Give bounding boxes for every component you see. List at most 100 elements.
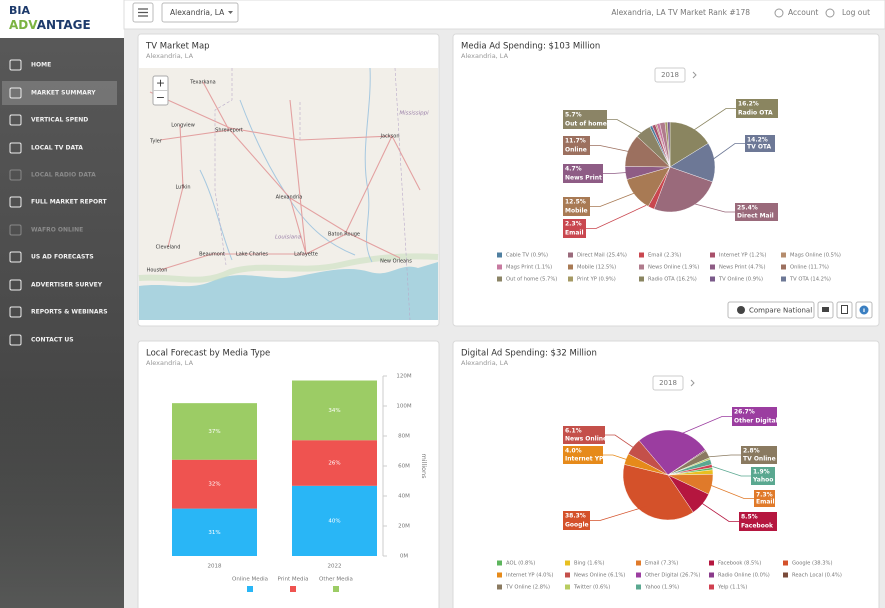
print-button[interactable] xyxy=(817,301,834,319)
nav-item[interactable]: HOME xyxy=(9,59,51,71)
callout-name: Radio OTA xyxy=(738,110,773,117)
panel-subtitle: Alexandria, LA xyxy=(146,359,194,367)
callout-name: Out of home xyxy=(565,121,607,128)
callout-name: News Online xyxy=(565,436,607,443)
callout-value: 25.4% xyxy=(737,205,758,212)
nav-item[interactable]: FULL MARKET REPORT xyxy=(9,196,107,208)
nav-icon xyxy=(9,142,22,154)
sidebar-fog xyxy=(0,380,124,608)
market-rank: Alexandria, LA TV Market Rank #178 xyxy=(611,8,750,17)
nav-icon xyxy=(9,114,22,126)
market-dropdown[interactable]: Alexandria, LA xyxy=(161,2,239,23)
account[interactable]: Account xyxy=(774,8,818,18)
legend-label: Bing (1.6%) xyxy=(574,561,604,567)
y-tick-label: 0M xyxy=(400,554,408,560)
zoom-in[interactable]: + xyxy=(156,77,165,90)
nav-item[interactable]: VERTICAL SPEND xyxy=(9,114,88,126)
legend-swatch xyxy=(333,586,339,592)
topbar xyxy=(123,0,885,30)
nav-label: WAFRO ONLINE xyxy=(31,227,83,234)
nav-icon xyxy=(9,196,22,208)
callout-leader xyxy=(701,454,741,458)
logout-label: Log out xyxy=(842,8,870,17)
pie-slice xyxy=(667,121,671,168)
zoom-out[interactable]: − xyxy=(156,91,165,104)
nav-item[interactable]: ADVERTISER SURVEY xyxy=(9,279,103,291)
legend-swatch xyxy=(565,560,570,566)
map-place: Baton Rouge xyxy=(328,232,360,238)
callout-value: 2.8% xyxy=(743,448,760,455)
pie-slice xyxy=(638,429,706,476)
callout-box xyxy=(563,136,590,155)
nav-item[interactable]: REPORTS & WEBINARS xyxy=(9,306,108,318)
map-place: Mississippi xyxy=(399,111,429,117)
map-place: Texarkana xyxy=(189,80,215,86)
callout-value: 14.2% xyxy=(747,137,768,144)
legend-swatch xyxy=(247,586,253,592)
legend-swatch xyxy=(781,252,786,258)
legend-swatch xyxy=(709,572,714,578)
callout-name: Mobile xyxy=(565,208,588,215)
legend-label: Mags Online (0.5%) xyxy=(790,253,841,259)
callout-value: 16.2% xyxy=(738,101,759,108)
nav-label: VERTICAL SPEND xyxy=(31,117,88,124)
map-place: Alexandria xyxy=(276,195,303,201)
map[interactable] xyxy=(138,67,439,321)
logout[interactable]: Log out xyxy=(825,8,870,18)
y-tick-label: 120M xyxy=(396,374,411,380)
year-next[interactable] xyxy=(692,71,697,79)
legend-swatch xyxy=(497,572,502,578)
callout-value: 8.5% xyxy=(741,514,758,521)
map-place: Lufkin xyxy=(175,185,190,191)
info-button[interactable] xyxy=(855,301,873,319)
logo-area xyxy=(0,0,124,38)
legend-swatch xyxy=(568,252,573,258)
legend-label: Reach Local (0.4%) xyxy=(792,573,842,579)
nav-item[interactable]: US AD FORECASTS xyxy=(9,251,94,263)
legend-swatch xyxy=(497,276,502,282)
nav-icon xyxy=(9,251,22,263)
nav-label: ADVERTISER SURVEY xyxy=(31,282,103,289)
callout-name: News Print xyxy=(565,175,602,182)
legend-swatch xyxy=(497,264,502,270)
panel-title: Media Ad Spending: $103 Million xyxy=(461,42,600,52)
compare-button[interactable]: Compare National xyxy=(727,301,815,319)
export-button[interactable] xyxy=(836,301,853,319)
callout-box xyxy=(563,511,590,530)
hamburger[interactable] xyxy=(132,2,154,23)
nav-icon xyxy=(9,169,22,181)
legend-label: Internet YP (4.0%) xyxy=(506,573,553,579)
map-place: Louisiana xyxy=(275,235,302,241)
legend-label: TV OTA (14.2%) xyxy=(789,277,831,283)
nav-label: CONTACT US xyxy=(31,337,74,344)
year-select[interactable] xyxy=(654,67,686,83)
account-label: Account xyxy=(788,8,818,17)
callout-value: 4.0% xyxy=(565,448,582,455)
callout-name: Internet YP xyxy=(565,456,604,463)
callout-leader xyxy=(688,108,736,134)
nav-item[interactable]: CONTACT US xyxy=(9,334,74,346)
callout-box xyxy=(732,407,777,426)
market-select: Alexandria, LA xyxy=(170,8,225,17)
map-place: Cleveland xyxy=(156,245,181,251)
year-next[interactable] xyxy=(690,379,695,387)
legend-swatch xyxy=(710,276,715,282)
bar-segment xyxy=(172,508,257,556)
callout-leader xyxy=(603,171,633,174)
legend-label: Internet YP (1.2%) xyxy=(719,253,766,259)
pie-slice xyxy=(653,166,713,213)
nav-item[interactable]: LOCAL TV DATA xyxy=(9,142,83,154)
legend-label: Yahoo (1.9%) xyxy=(644,585,679,591)
legend-label: Radio OTA (16.2%) xyxy=(648,277,697,283)
bar-segment xyxy=(172,403,257,460)
legend-label: TV Online (0.9%) xyxy=(718,277,763,283)
year-select[interactable] xyxy=(652,375,684,391)
callout-name: Facebook xyxy=(741,523,774,530)
map-place: Lake Charles xyxy=(236,252,268,258)
callout-leader xyxy=(696,499,739,522)
bar-segment xyxy=(292,485,377,556)
legend-swatch xyxy=(636,572,641,578)
nav-icon xyxy=(9,59,22,71)
nav-item[interactable]: MARKET SUMMARY xyxy=(2,81,117,105)
